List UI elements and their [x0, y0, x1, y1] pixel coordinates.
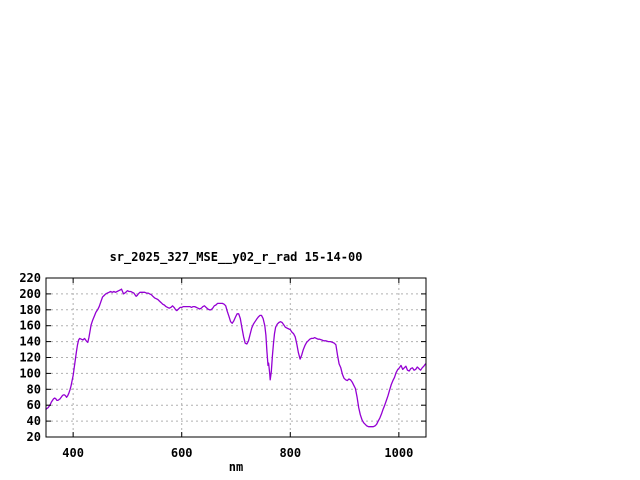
chart-title: sr_2025_327_MSE__y02_r_rad 15-14-00	[109, 250, 363, 264]
y-tick-label: 200	[19, 287, 41, 301]
x-tick-label: 400	[62, 446, 84, 460]
x-axis-label: nm	[228, 460, 244, 474]
y-tick-label: 160	[19, 319, 41, 333]
y-tick-label: 220	[19, 271, 41, 285]
x-tick-label: 800	[279, 446, 301, 460]
x-tick-label: 600	[171, 446, 193, 460]
y-tick-label: 180	[19, 303, 41, 317]
x-tick-label: 1000	[384, 446, 413, 460]
y-tick-label: 100	[19, 366, 41, 380]
y-tick-label: 20	[27, 430, 41, 444]
y-tick-label: 80	[27, 382, 41, 396]
data-line	[45, 288, 427, 428]
y-tick-label: 40	[27, 414, 41, 428]
y-tick-label: 120	[19, 351, 41, 365]
y-tick-label: 140	[19, 335, 41, 349]
y-tick-label: 60	[27, 398, 41, 412]
